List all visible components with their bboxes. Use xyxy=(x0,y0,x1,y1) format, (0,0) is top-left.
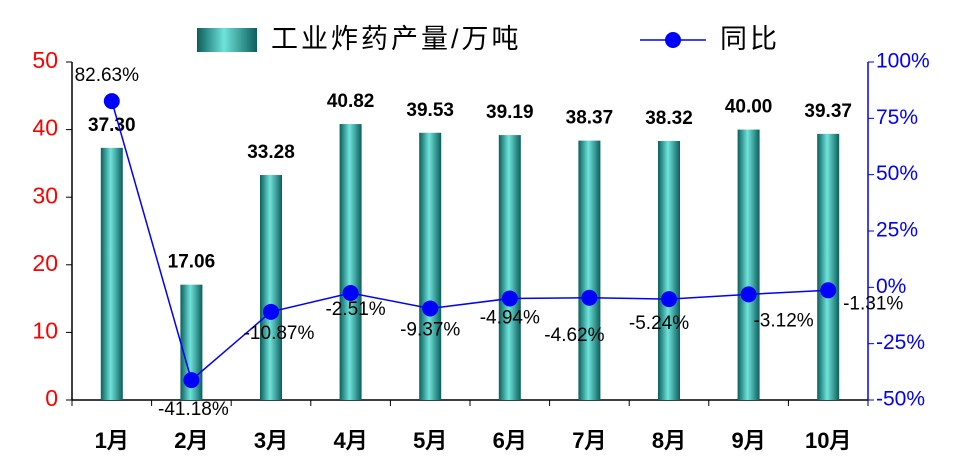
bar xyxy=(260,175,282,400)
line-value-label: -10.87% xyxy=(244,323,315,344)
line-value-label: -4.62% xyxy=(544,325,604,346)
line xyxy=(111,100,829,382)
legend-swatch xyxy=(197,28,257,52)
line-value-label: 82.63% xyxy=(75,65,140,86)
legend-label: 同比 xyxy=(720,24,780,54)
line-value-label: -3.12% xyxy=(753,310,813,331)
bar-value-label: 38.37 xyxy=(566,108,614,129)
y-tick-label: 0 xyxy=(45,385,58,411)
line-point xyxy=(342,284,359,301)
line-point xyxy=(103,93,120,110)
y2-tick-label: 100% xyxy=(876,50,930,73)
x-tick-label: 1月 xyxy=(95,428,129,453)
line-point xyxy=(501,290,518,307)
legend-label: 工业炸药产量/万吨 xyxy=(271,24,522,54)
line-point xyxy=(263,303,279,320)
x-tick-label: 8月 xyxy=(652,428,686,453)
x-tick-label: 10月 xyxy=(805,428,851,453)
bar xyxy=(737,129,760,400)
line-value-label: -2.51% xyxy=(325,299,385,320)
y-tick-label: 30 xyxy=(32,182,58,208)
bar-value-label: 17.06 xyxy=(168,252,216,273)
x-tick-label: 3月 xyxy=(254,428,288,453)
bar xyxy=(817,133,840,400)
line-point xyxy=(183,372,200,389)
bar-value-label: 37.30 xyxy=(88,115,136,136)
bar xyxy=(100,147,123,400)
y-tick-label: 20 xyxy=(32,250,58,276)
line-point xyxy=(422,300,439,317)
bar-value-label: 39.19 xyxy=(486,102,534,123)
y-tick-label: 50 xyxy=(32,47,58,73)
bar-value-label: 40.82 xyxy=(327,91,375,112)
bar xyxy=(498,135,521,400)
y2-tick-label: 50% xyxy=(876,162,918,185)
line-value-label: -9.37% xyxy=(400,319,460,340)
y-tick-label: 40 xyxy=(32,115,58,141)
line-value-label: -5.24% xyxy=(629,313,689,334)
legend-marker xyxy=(665,32,681,48)
line-value-label: -41.18% xyxy=(158,399,229,420)
line-value-label: -4.94% xyxy=(480,307,540,328)
bar xyxy=(419,132,442,400)
bar-value-label: 40.00 xyxy=(725,97,773,118)
bar-value-label: 39.53 xyxy=(406,100,454,121)
bar xyxy=(339,124,362,401)
line-point xyxy=(740,286,757,303)
line-point xyxy=(581,289,598,306)
x-tick-label: 5月 xyxy=(413,428,447,453)
bar-value-label: 33.28 xyxy=(247,142,295,163)
y2-tick-label: -50% xyxy=(876,388,925,411)
bar-value-label: 39.37 xyxy=(804,101,852,122)
x-tick-label: 9月 xyxy=(731,428,765,453)
y2-tick-label: 25% xyxy=(876,219,918,242)
line-point xyxy=(661,291,677,308)
x-tick-label: 2月 xyxy=(174,428,208,453)
line-value-label: -1.31% xyxy=(843,293,903,314)
line-point xyxy=(820,282,837,299)
y2-tick-label: 75% xyxy=(876,106,918,129)
bar xyxy=(658,140,680,401)
x-tick-label: 6月 xyxy=(493,428,527,453)
bar xyxy=(180,284,203,400)
bar xyxy=(578,140,601,400)
x-tick-label: 4月 xyxy=(333,428,367,453)
y-tick-label: 10 xyxy=(32,317,58,343)
x-tick-label: 7月 xyxy=(572,428,606,453)
y2-tick-label: 0% xyxy=(876,275,906,298)
bar-value-label: 38.32 xyxy=(645,108,693,129)
y2-tick-label: -25% xyxy=(876,331,925,354)
